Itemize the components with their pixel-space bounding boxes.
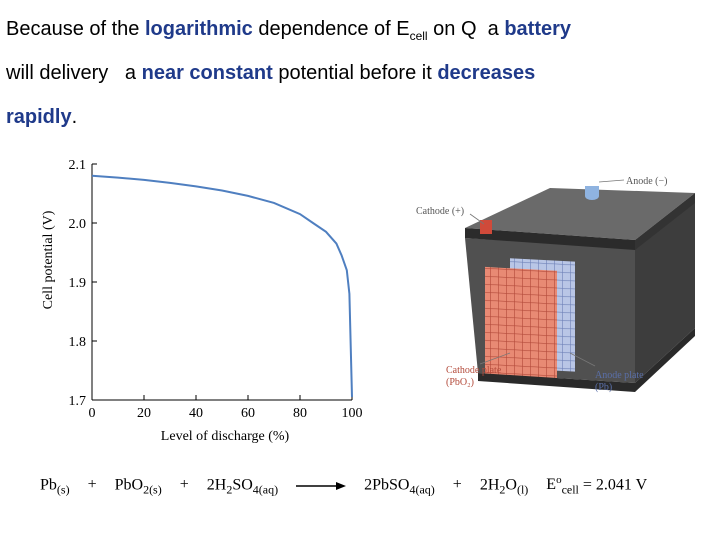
- eq-sub: (l): [516, 482, 529, 497]
- cathode-label: Cathode (+): [416, 206, 464, 217]
- eq-pbso4: 2PbSO: [364, 476, 410, 494]
- y-tick-label: 2.1: [69, 158, 87, 173]
- cathode-plate-label: Cathode plate: [446, 365, 502, 376]
- discharge-chart: 1.7 1.8 1.9 2.0 2.1 0 20 40 60 80 100 Level of dis…: [41, 158, 363, 444]
- x-tick-label: 40: [189, 406, 203, 421]
- eq-sub: cell: [561, 482, 579, 497]
- subscript-cell: cell: [409, 29, 428, 43]
- eq-sub: 4(aq): [252, 482, 279, 497]
- text-span: will delivery a: [6, 62, 142, 84]
- battery-illustration: Anode (−) Cathode (+) Cathode plate (PbO…: [416, 176, 695, 393]
- text-line-1: Because of the logarithmic dependence of…: [6, 18, 571, 43]
- anode-plate-label: Anode plate: [595, 370, 644, 381]
- anode-label: Anode (−): [626, 176, 667, 187]
- discharge-curve: [91, 174, 353, 398]
- battery-lid-edge-side: [635, 193, 695, 250]
- y-tick-label: 1.9: [69, 276, 87, 291]
- eq-sub: 2: [499, 482, 506, 497]
- eq-plus: +: [87, 476, 97, 494]
- eq-sub: (s): [56, 482, 70, 497]
- battery-case-side: [635, 198, 695, 383]
- y-tick-label: 1.8: [69, 335, 87, 350]
- x-tick-label: 80: [293, 406, 307, 421]
- x-tick-label: 0: [89, 406, 96, 421]
- battery-lid-edge: [465, 228, 635, 250]
- anode-plate-leader: [569, 352, 596, 367]
- eq-h2o-b: O: [505, 476, 517, 494]
- battery-lid: [465, 188, 695, 240]
- anode-leader-line: [598, 179, 625, 183]
- x-tick-label: 60: [241, 406, 255, 421]
- cathode-plate-formula: (PbO₂): [446, 377, 474, 388]
- reaction-equation: Pb(s) + PbO2(s) + 2H2SO4(aq) 2PbSO4(aq) …: [40, 474, 647, 498]
- text-span: .: [71, 106, 78, 128]
- y-axis-label: Cell potential (V): [41, 210, 56, 309]
- highlight-logarithmic: logarithmic: [144, 18, 253, 40]
- text-span: Because of the: [6, 18, 145, 40]
- eq-pb: Pb: [40, 476, 57, 494]
- eq-sub: 4(aq): [409, 482, 435, 497]
- eq-e: E: [546, 476, 557, 494]
- eq-plus: +: [179, 476, 189, 494]
- text-line-3: rapidly.: [6, 106, 77, 129]
- highlight-near-constant: near constant: [141, 62, 273, 84]
- chart-axes: [91, 164, 352, 401]
- x-axis-label: Level of discharge (%): [161, 429, 290, 444]
- text-line-2: will delivery a near constant potential …: [6, 62, 535, 85]
- text-span: potential before it: [272, 62, 438, 84]
- eq-sub: 2: [226, 482, 233, 497]
- y-tick-label: 2.0: [69, 217, 87, 232]
- text-span: on Q a: [427, 18, 505, 40]
- eq-pbo2: PbO: [114, 476, 144, 494]
- highlight-battery: battery: [504, 18, 572, 40]
- x-tick-label: 100: [342, 406, 363, 421]
- cathode-leader-line: [469, 213, 485, 225]
- anode-plate-formula: (Pb): [595, 382, 612, 393]
- eq-sub: 2(s): [143, 482, 162, 497]
- cathode-plate-block: [485, 266, 557, 381]
- eq-h2o: 2H: [479, 476, 500, 494]
- chart-ticks: 1.7 1.8 1.9 2.0 2.1 0 20 40 60 80 100: [69, 158, 363, 421]
- x-tick-label: 20: [137, 406, 151, 421]
- reaction-arrow-icon: [296, 481, 347, 490]
- highlight-rapidly: rapidly: [6, 106, 72, 128]
- anode-terminal-post: [585, 186, 599, 196]
- highlight-decreases: decreases: [437, 62, 536, 84]
- eq-h2so4: 2H: [206, 476, 227, 494]
- eq-sup: o: [556, 474, 562, 486]
- chart-series: [91, 174, 353, 398]
- cathode-plate-leader: [479, 352, 511, 365]
- y-tick-label: 1.7: [69, 394, 87, 409]
- eq-h2so4-b: SO: [232, 476, 253, 494]
- eq-value: = 2.041 V: [578, 476, 648, 494]
- text-span: dependence of E: [252, 18, 410, 40]
- eq-plus: +: [452, 476, 462, 494]
